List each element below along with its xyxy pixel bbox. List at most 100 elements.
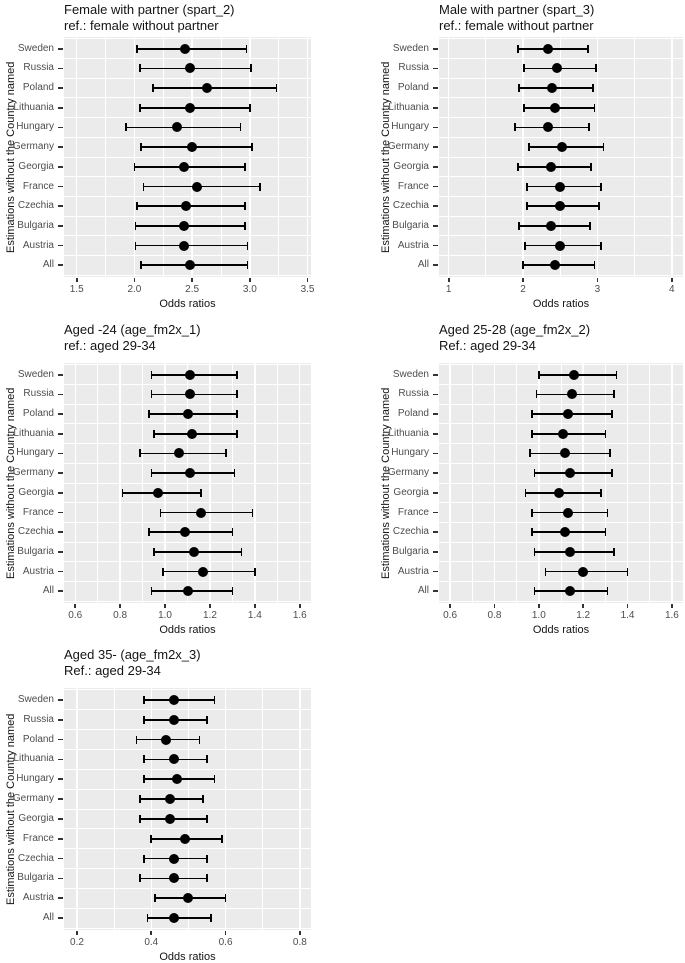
point-estimate xyxy=(545,161,556,172)
ci-low-cap xyxy=(134,221,137,230)
gridline-minor-horizontal xyxy=(64,38,311,40)
panel-title-line2: ref.: aged 29-34 xyxy=(64,338,156,353)
ci-high-cap xyxy=(236,429,238,438)
point-estimate xyxy=(564,586,575,597)
x-tick-mark xyxy=(164,604,166,608)
point-estimate xyxy=(198,566,209,577)
gridline-minor-horizontal xyxy=(439,117,683,119)
error-bar xyxy=(134,166,246,168)
ci-high-cap xyxy=(275,84,278,93)
y-tick-mark xyxy=(58,738,63,741)
ci-low-cap xyxy=(533,587,536,596)
y-tick-mark xyxy=(433,47,438,50)
x-tick-label: 1.4 xyxy=(247,610,262,621)
gridline-minor-horizontal xyxy=(64,729,311,731)
ci-high-cap xyxy=(213,775,216,784)
x-tick-label: 3 xyxy=(594,284,601,295)
x-tick-label: 1 xyxy=(445,284,452,295)
point-estimate xyxy=(168,754,179,765)
ci-high-cap xyxy=(608,449,611,458)
error-bar xyxy=(532,433,606,435)
point-estimate xyxy=(554,240,565,251)
point-estimate xyxy=(187,142,198,153)
error-bar xyxy=(126,126,241,129)
y-tick-label: France xyxy=(397,506,429,518)
gridline-minor-horizontal xyxy=(64,443,311,445)
gridline-minor-horizontal xyxy=(64,195,311,197)
ci-low-cap xyxy=(148,528,151,537)
x-tick-mark xyxy=(209,604,211,608)
ci-high-cap xyxy=(606,587,609,596)
ci-high-cap xyxy=(240,547,243,556)
gridline-minor-horizontal xyxy=(439,364,683,366)
gridline-minor-horizontal xyxy=(64,561,311,563)
error-bar xyxy=(152,87,277,89)
gridline-minor-horizontal xyxy=(439,97,683,99)
x-tick-mark xyxy=(537,604,540,608)
ci-low-cap xyxy=(135,735,138,744)
point-estimate xyxy=(560,448,571,459)
ci-high-cap xyxy=(231,587,234,596)
y-tick-mark xyxy=(58,413,63,416)
gridline-minor-horizontal xyxy=(64,117,311,119)
ci-low-cap xyxy=(518,84,521,93)
point-estimate xyxy=(551,63,562,74)
ci-low-cap xyxy=(522,64,525,73)
ci-low-cap xyxy=(135,44,138,53)
y-tick-label: Lithuania xyxy=(13,101,54,113)
ci-low-cap xyxy=(148,410,151,419)
gridline-minor-horizontal xyxy=(439,38,683,40)
ci-high-cap xyxy=(245,44,248,53)
x-tick-mark xyxy=(449,604,451,608)
panel-title-line2: ref.: female without partner xyxy=(439,18,594,33)
gridline-minor-horizontal xyxy=(439,423,683,425)
y-tick-label: Austria xyxy=(22,239,54,251)
ci-low-cap xyxy=(139,814,141,823)
point-estimate xyxy=(168,694,179,705)
point-estimate xyxy=(543,43,554,54)
x-tick-label: 1.2 xyxy=(203,610,217,621)
ci-high-cap xyxy=(244,221,247,230)
panel-title: Aged -24 (age_fm2x_1) ref.: aged 29-34 xyxy=(64,322,201,354)
y-tick-label: France xyxy=(22,506,54,518)
y-tick-mark xyxy=(433,165,438,168)
x-axis-title: Odds ratios xyxy=(532,298,590,310)
ci-high-cap xyxy=(251,143,253,152)
panel-title-line1: Female with partner (spart_2) xyxy=(64,2,235,17)
y-tick-label: Russia xyxy=(23,713,54,725)
x-tick-mark xyxy=(74,604,77,608)
point-estimate xyxy=(184,468,195,479)
panel-spart_2: Female with partner (spart_2) ref.: femal… xyxy=(0,0,342,320)
y-tick-label: Poland xyxy=(22,408,54,420)
y-tick-label: Germany xyxy=(12,467,54,479)
point-estimate xyxy=(161,734,172,745)
gridline-minor-horizontal xyxy=(64,808,311,810)
ci-low-cap xyxy=(517,44,519,53)
y-tick-label: Lithuania xyxy=(13,753,54,765)
y-tick-mark xyxy=(58,452,63,455)
y-tick-label: France xyxy=(22,180,54,192)
ci-high-cap xyxy=(246,241,249,250)
ci-low-cap xyxy=(139,449,142,458)
gridline-minor-horizontal xyxy=(64,136,311,138)
gridline-minor-horizontal xyxy=(64,156,311,158)
ci-high-cap xyxy=(206,755,208,764)
gridline-minor-horizontal xyxy=(64,97,311,99)
point-estimate xyxy=(562,409,573,420)
x-tick-mark xyxy=(298,931,301,935)
y-tick-mark xyxy=(58,106,63,109)
y-tick-label: Lithuania xyxy=(13,427,54,439)
y-tick-label: Georgia xyxy=(393,160,429,172)
ci-high-cap xyxy=(615,370,618,379)
y-tick-mark xyxy=(433,126,438,129)
plot-area xyxy=(439,363,683,603)
gridline-minor-horizontal xyxy=(64,848,311,850)
gridline-minor-horizontal xyxy=(64,788,311,790)
x-tick-label: 0.8 xyxy=(292,937,307,948)
point-estimate xyxy=(555,181,566,192)
ci-low-cap xyxy=(531,528,533,537)
gridline-minor-horizontal xyxy=(64,482,311,484)
x-tick-label: 4 xyxy=(669,284,675,295)
point-estimate xyxy=(168,913,179,924)
plot-area xyxy=(64,363,311,603)
